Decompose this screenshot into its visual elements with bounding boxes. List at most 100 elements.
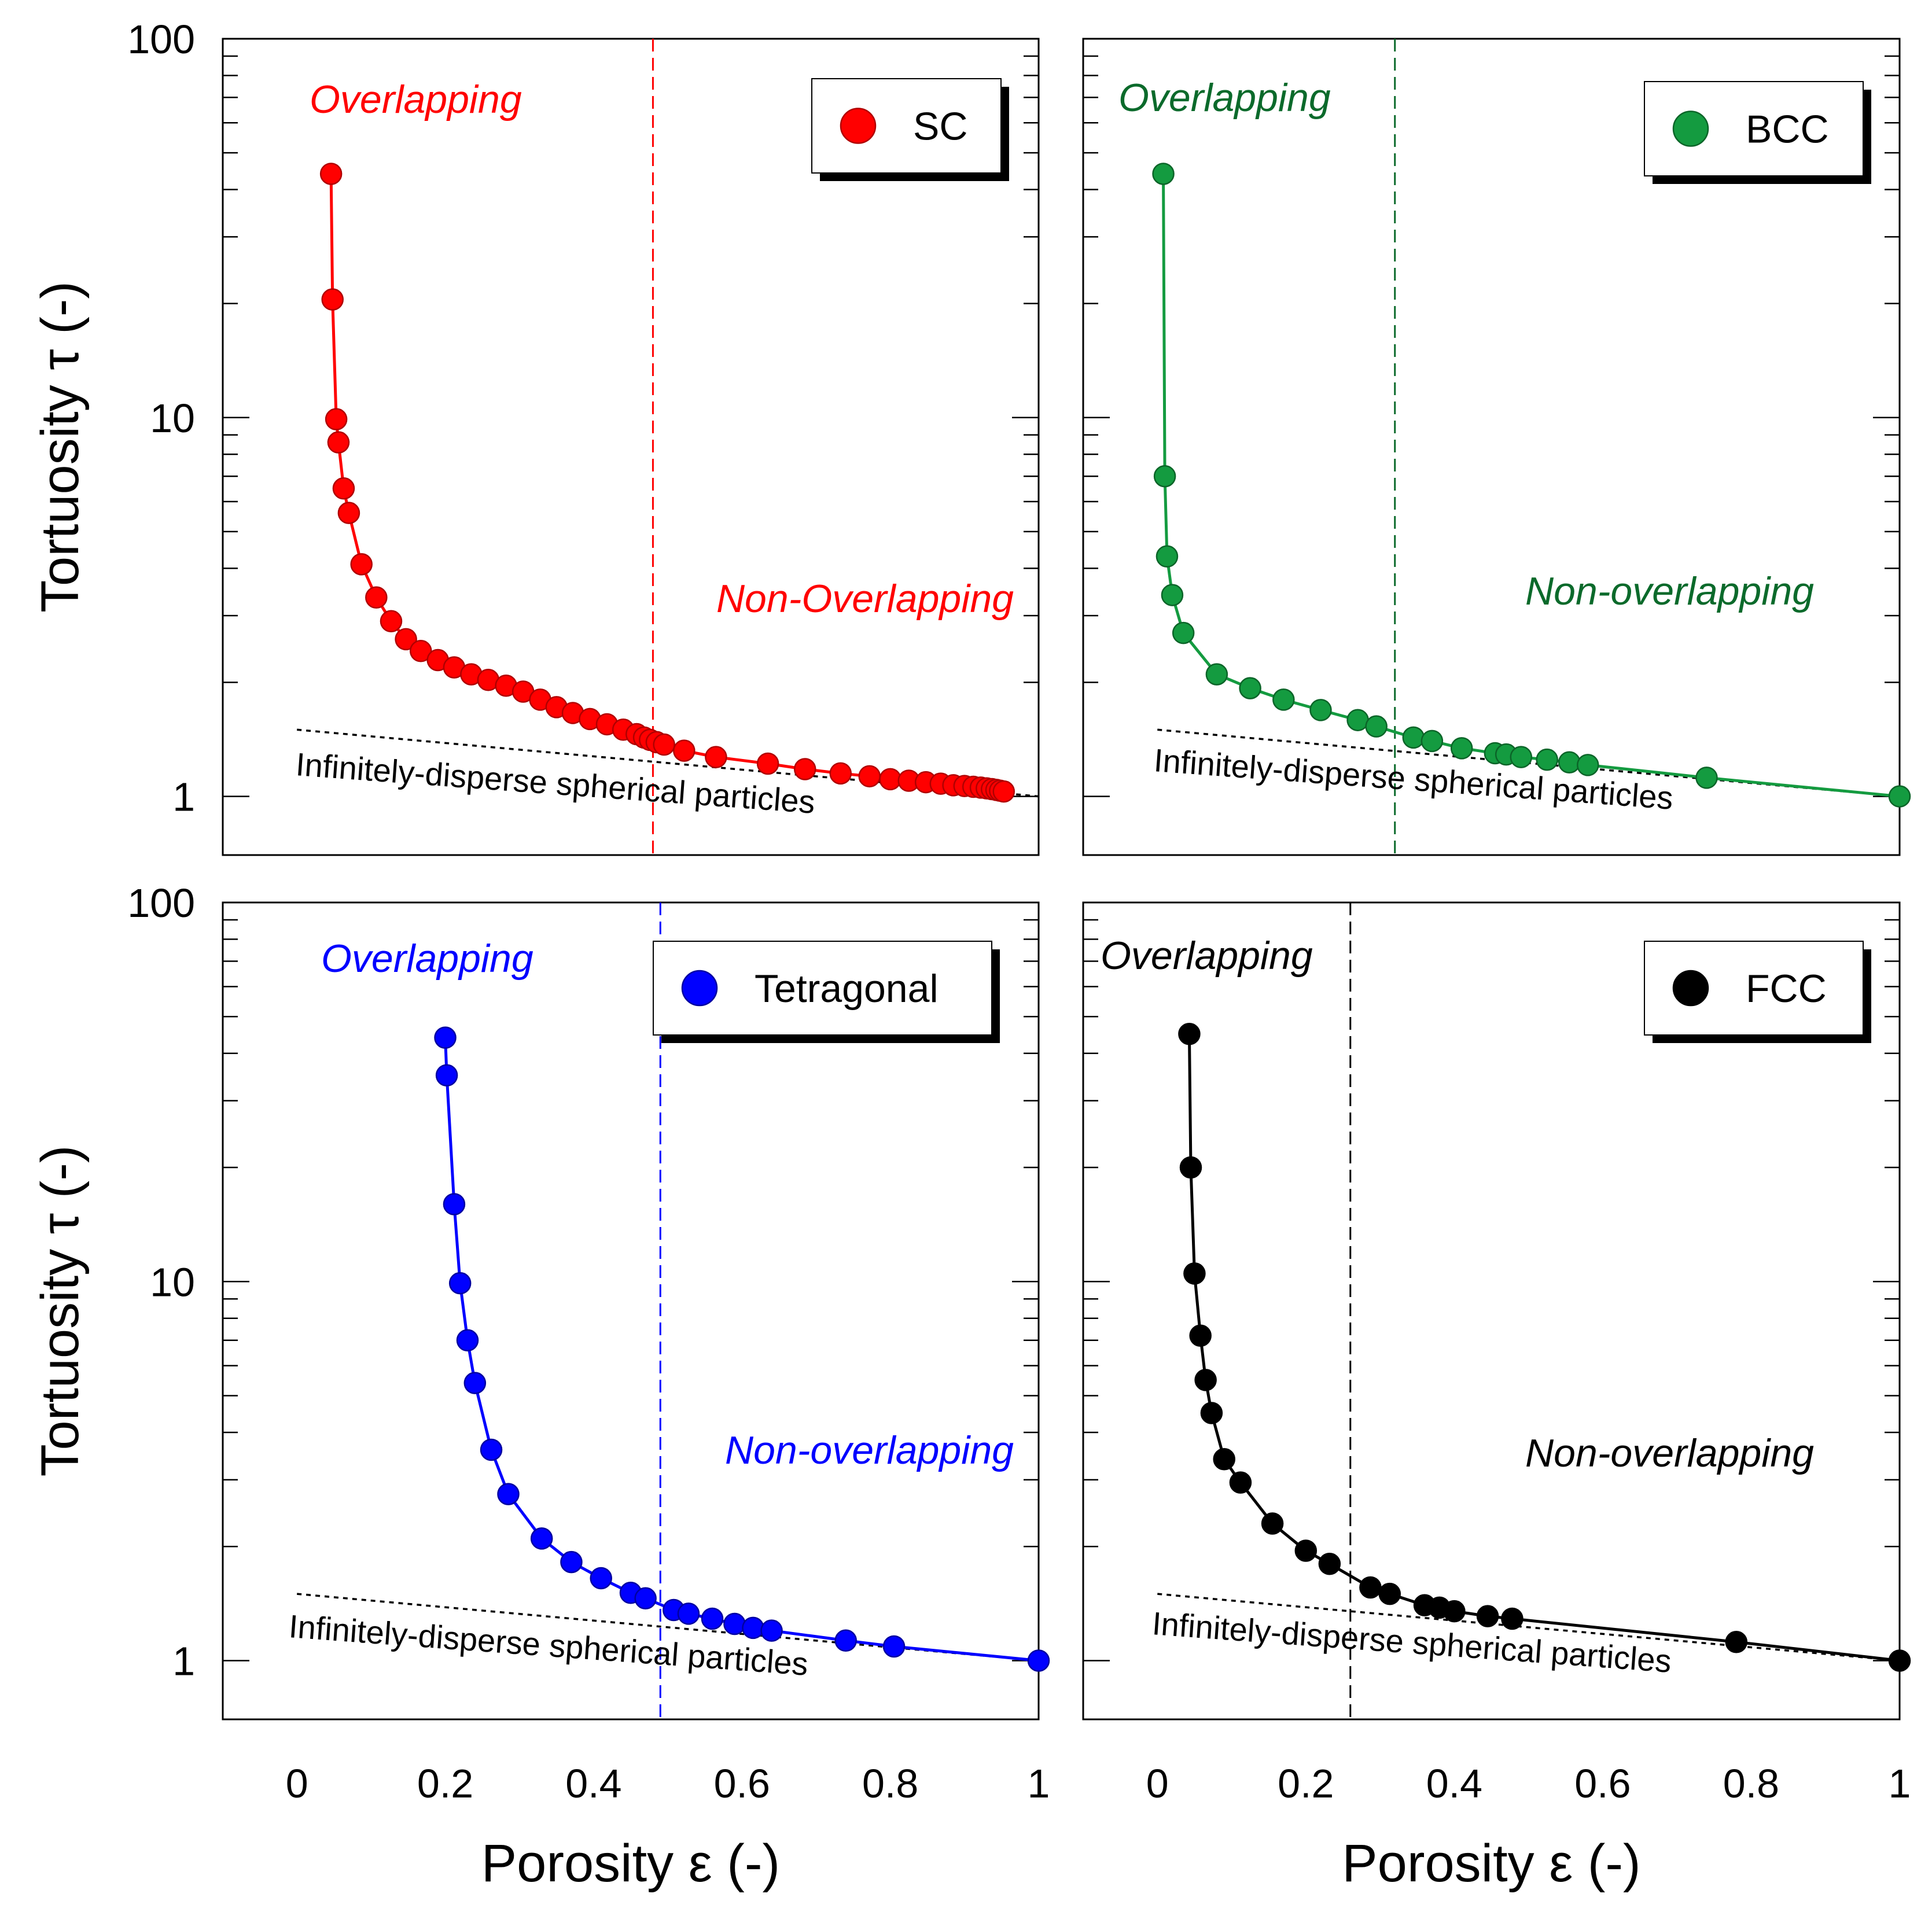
data-point [1161, 584, 1184, 606]
data-point [858, 765, 881, 788]
plot-frame [1082, 901, 1901, 1721]
x-axis-label: Porosity ε (-) [481, 1834, 780, 1893]
data-point [321, 288, 344, 311]
data-point [634, 1587, 657, 1610]
reference-line [1157, 1593, 1900, 1662]
data-point [1888, 785, 1911, 808]
data-point [1027, 1649, 1050, 1672]
data-point [337, 502, 360, 524]
overlapping-label: Overlapping [1118, 76, 1331, 120]
reference-label: Infinitely-disperse spherical particles [1153, 742, 1675, 816]
x-tick-label: 1 [1028, 1761, 1050, 1806]
y-tick-label: 100 [127, 881, 195, 926]
data-point [456, 1329, 479, 1351]
data-point [1510, 746, 1533, 768]
series-line [1187, 1034, 1900, 1662]
plot-frame [222, 901, 1040, 1721]
y-tick-label: 10 [150, 1259, 195, 1305]
x-tick-label: 0.2 [417, 1761, 473, 1806]
data-point [1178, 1022, 1201, 1045]
panel-sc: 1 10 100 Tortuosity τ (-) Overlapping Non-Ove… [31, 17, 1040, 856]
data-point [1183, 1262, 1206, 1285]
data-point [1309, 699, 1332, 721]
y-tick-label: 1 [172, 1639, 195, 1684]
series-line [1162, 174, 1900, 798]
y-tick-label: 1 [172, 775, 195, 820]
panel-tetragonal: 1 10 100 Tortuosity τ (-) 0 0.2 0.4 0.6 0.8 1 Poro… [31, 881, 1050, 1893]
non-overlapping-label: Non-Overlapping [716, 577, 1014, 621]
data-point [319, 163, 343, 185]
data-point [1888, 1649, 1911, 1672]
data-point [723, 1612, 746, 1635]
data-point [834, 1629, 857, 1652]
panel-bcc: Overlapping Non-overlapping Infinitely-dis… [1082, 38, 1911, 856]
data-point [560, 1550, 583, 1574]
y-tick-label: 100 [127, 17, 195, 62]
data-point [1359, 1576, 1382, 1599]
data-point [1272, 688, 1295, 711]
x-tick-label: 0.8 [1723, 1761, 1779, 1806]
x-tick-label: 0.4 [1426, 1761, 1482, 1806]
data-point [673, 739, 695, 762]
data-point [1229, 1471, 1252, 1494]
legend-marker [1672, 110, 1709, 147]
data-point [1421, 730, 1444, 753]
x-axis-label: Porosity ε (-) [1342, 1834, 1640, 1893]
legend-label: BCC [1746, 108, 1829, 152]
reference-label: Infinitely-disperse spherical particles [295, 746, 816, 820]
data-point [1213, 1447, 1235, 1471]
data-point [497, 1483, 520, 1505]
panel-fcc: 0 0.2 0.4 0.6 0.8 1 Porosity ε (-) Overlapping N… [1082, 901, 1911, 1893]
data-point [1365, 715, 1388, 738]
series-line [444, 1037, 1039, 1662]
data-point [1200, 1402, 1223, 1424]
data-point [1450, 737, 1473, 760]
non-overlapping-label: Non-overlapping [1525, 569, 1814, 613]
data-point [1179, 1156, 1202, 1179]
data-point [1152, 163, 1175, 185]
plot-frame [222, 38, 1040, 856]
data-point [1318, 1552, 1341, 1575]
data-point [1189, 1324, 1212, 1347]
x-tick-label: 0 [286, 1761, 308, 1806]
non-overlapping-label: Non-overlapping [1525, 1431, 1814, 1475]
reference-label: Infinitely-disperse spherical particles [1151, 1605, 1673, 1679]
data-point [1294, 1539, 1318, 1562]
x-tick-label: 0.8 [862, 1761, 918, 1806]
x-tick-label: 0.6 [714, 1761, 770, 1806]
overlapping-label: Overlapping [321, 937, 533, 981]
data-point [1443, 1600, 1466, 1623]
x-tick-label: 0.4 [565, 1761, 621, 1806]
y-axis-label: Tortuosity τ (-) [31, 281, 90, 613]
x-tick-label: 0.2 [1278, 1761, 1334, 1806]
data-point [1194, 1369, 1217, 1391]
legend-label: Tetragonal [755, 967, 939, 1011]
data-point [327, 431, 350, 454]
x-tick-label: 0.6 [1574, 1761, 1631, 1806]
data-point [992, 780, 1015, 803]
y-axis-label: Tortuosity τ (-) [31, 1145, 90, 1476]
data-point [1501, 1607, 1523, 1630]
data-point [701, 1607, 724, 1630]
data-point [1378, 1582, 1401, 1605]
data-point [829, 762, 852, 785]
data-point [653, 733, 675, 756]
data-point [1172, 621, 1195, 644]
data-point [1153, 465, 1176, 488]
data-point [325, 408, 348, 430]
data-point [756, 752, 779, 775]
data-point [1476, 1605, 1499, 1627]
y-tick-label: 10 [150, 396, 195, 441]
data-point [1239, 677, 1261, 699]
legend-label: SC [913, 105, 967, 149]
data-point [395, 628, 417, 651]
data-point [365, 586, 388, 609]
legend-marker [1672, 970, 1709, 1007]
data-point [434, 1026, 457, 1049]
x-tick-label: 0 [1146, 1761, 1169, 1806]
data-point [443, 1193, 466, 1215]
data-point [448, 1272, 472, 1295]
overlapping-label: Overlapping [1101, 934, 1313, 978]
plot-frame [1082, 38, 1901, 856]
